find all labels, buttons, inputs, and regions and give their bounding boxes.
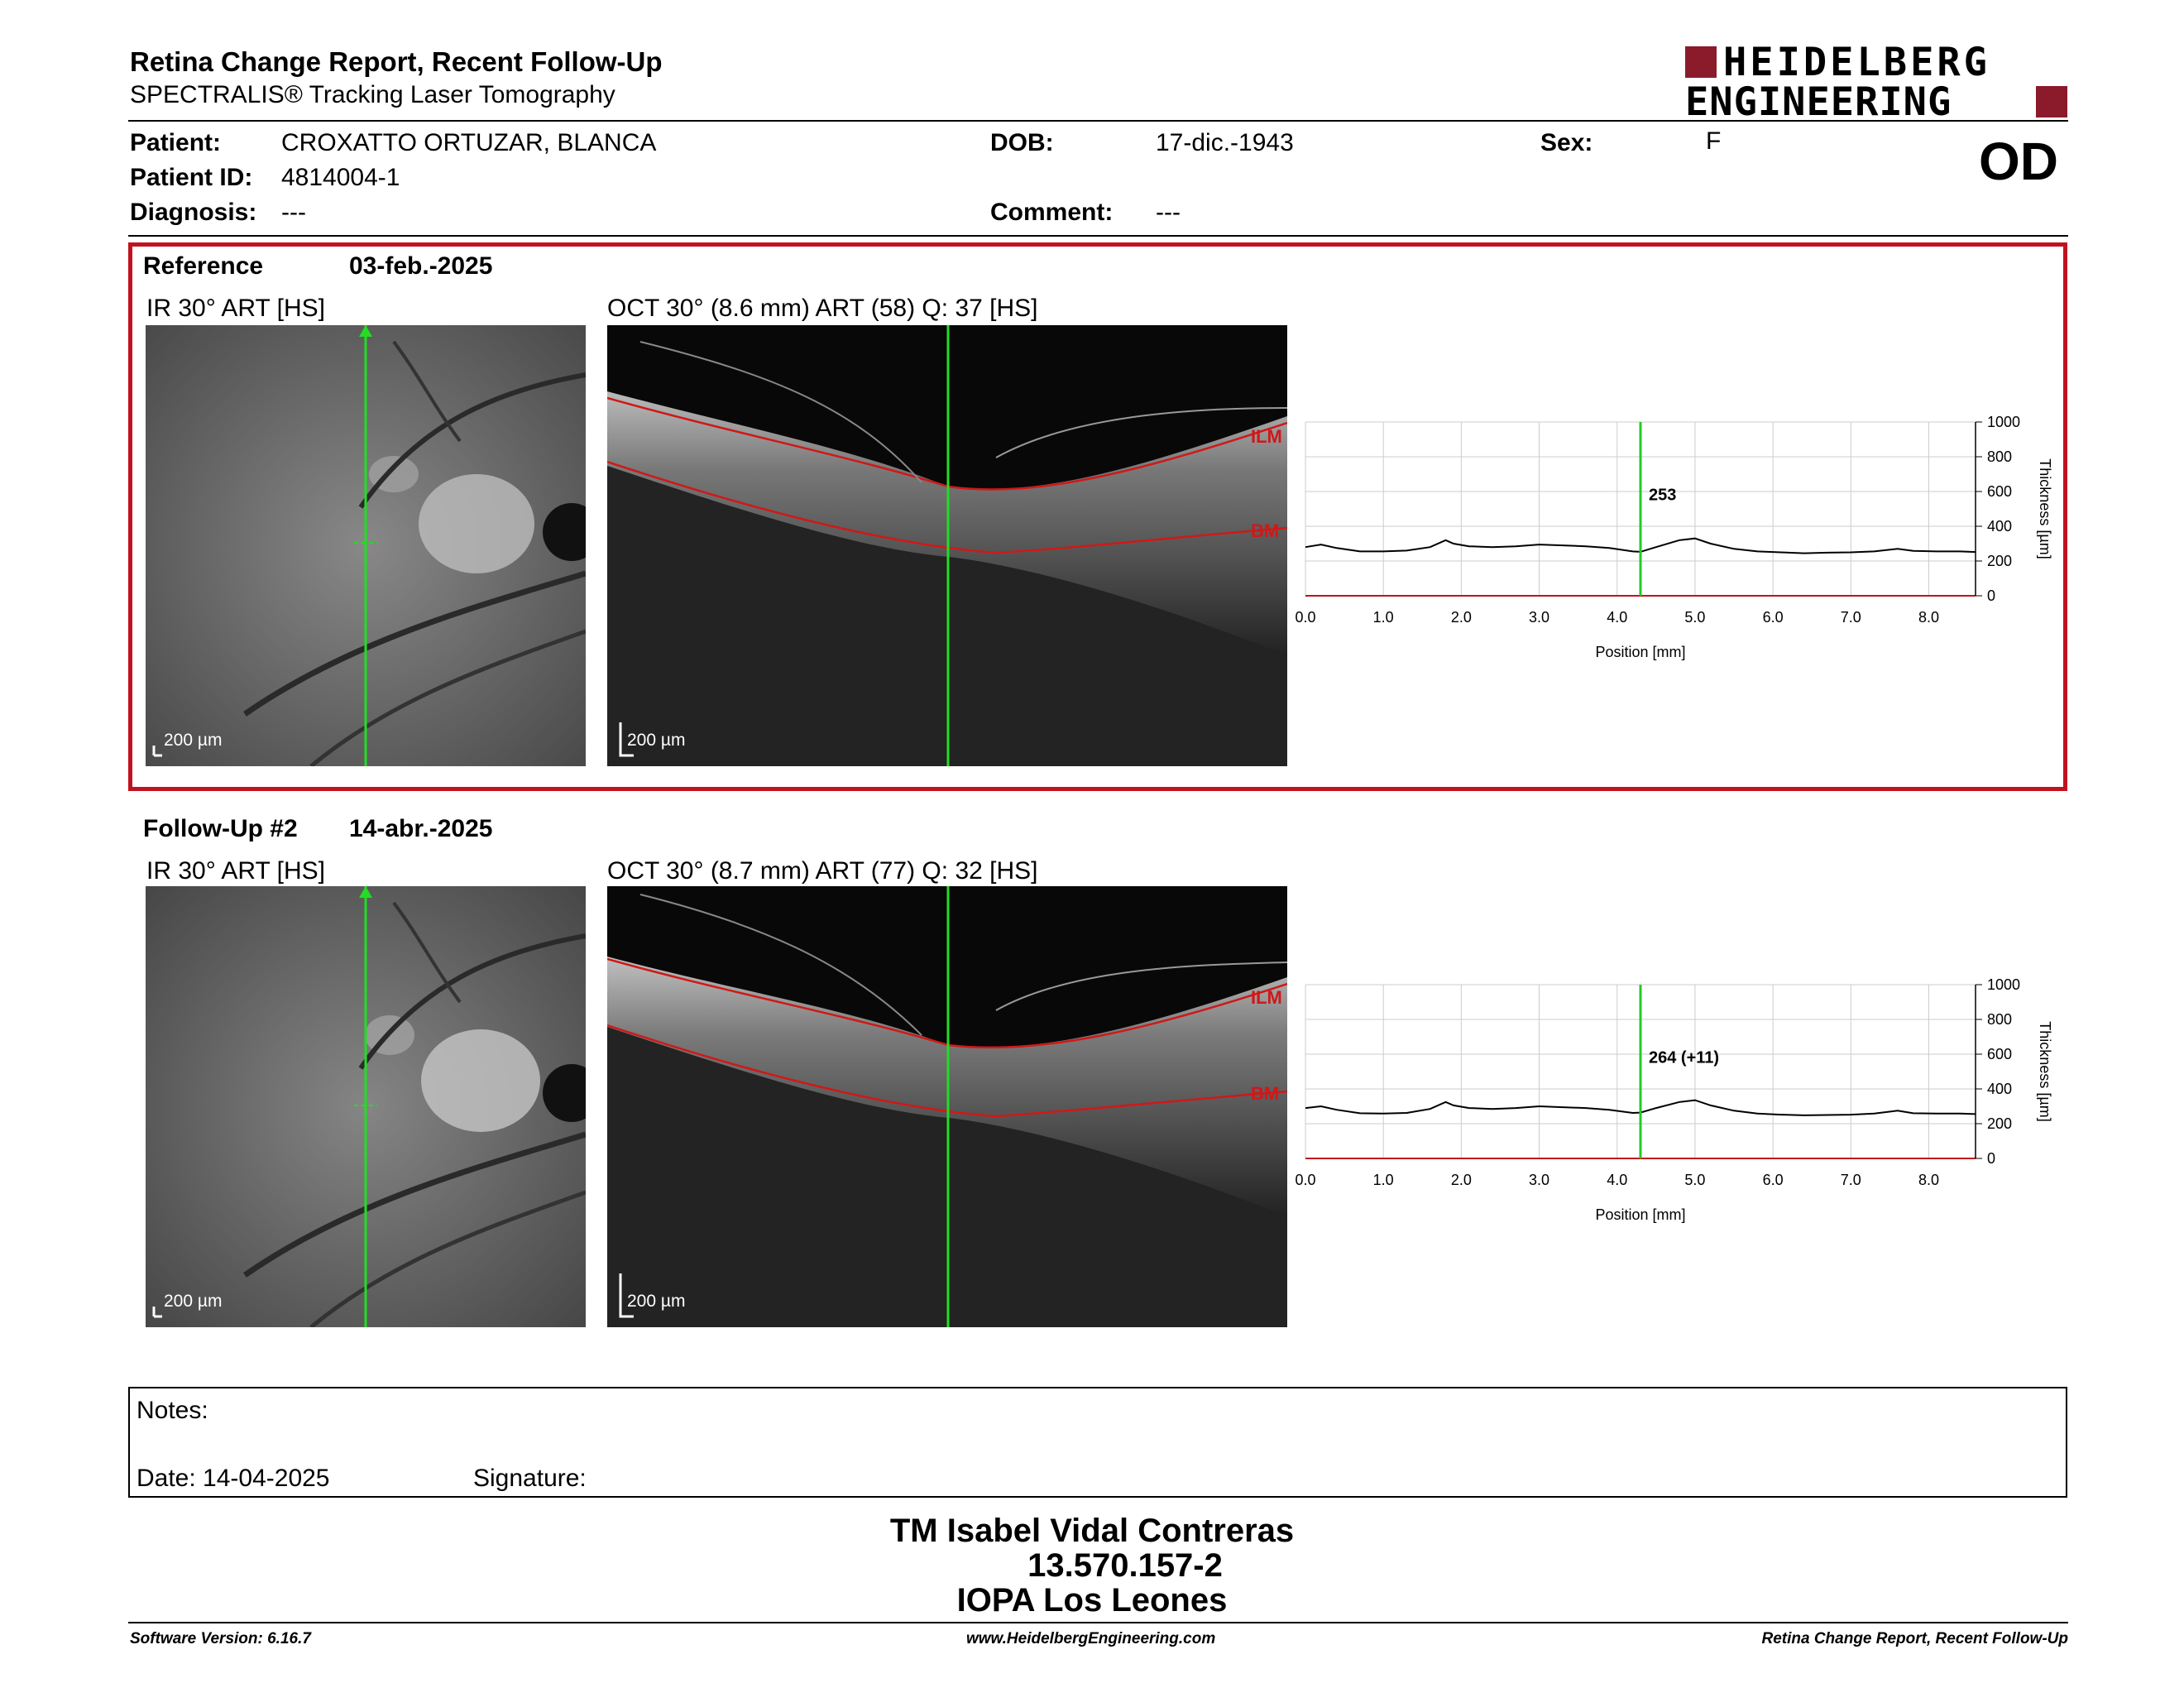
y-tick-label: 0 (1987, 1150, 1995, 1167)
heidelberg-logo: HEIDELBERG ENGINEERING (1685, 40, 2067, 125)
signer-id: 13.570.157-2 (1027, 1547, 1223, 1584)
reference-ilm-label: ILM (1251, 426, 1282, 447)
signer-name: TM Isabel Vidal Contreras (889, 1513, 1295, 1549)
x-tick-label: 3.0 (1529, 609, 1549, 626)
patient-label: Patient: (130, 129, 222, 156)
reference-label: Reference (143, 252, 264, 280)
y-tick-label: 200 (1987, 553, 2012, 569)
dob-value: 17-dic.-1943 (1156, 129, 1294, 156)
diagnosis-label: Diagnosis: (130, 199, 257, 226)
followup-bm-label: BM (1251, 1083, 1279, 1104)
notes-label: Notes: (136, 1397, 208, 1424)
patient-id: 4814004-1 (281, 164, 400, 191)
followup-oct-image: ILM BM 200 µm (607, 886, 1287, 1327)
logo-square-icon (1685, 46, 1717, 78)
report-title: Retina Change Report, Recent Follow-Up (130, 46, 663, 77)
website-link[interactable]: www.HeidelbergEngineering.com (966, 1630, 1216, 1647)
reference-oct-caption: OCT 30° (8.6 mm) ART (58) Q: 37 [HS] (607, 295, 1038, 322)
comment-value: --- (1156, 199, 1181, 226)
x-tick-label: 8.0 (1918, 609, 1939, 626)
x-tick-label: 6.0 (1763, 609, 1784, 626)
notes-date: Date: 14-04-2025 (136, 1465, 330, 1492)
sex-value: F (1706, 127, 1722, 155)
x-tick-label: 2.0 (1451, 1172, 1472, 1188)
x-axis-label: Position [mm] (1595, 1206, 1685, 1223)
patient-id-label: Patient ID: (130, 164, 253, 191)
x-tick-label: 0.0 (1295, 609, 1315, 626)
y-tick-label: 1000 (1987, 414, 2020, 430)
thickness-line (1305, 1099, 1976, 1116)
x-tick-label: 8.0 (1918, 1172, 1939, 1188)
x-tick-label: 7.0 (1841, 1172, 1861, 1188)
followup-ir-image: 200 µm (146, 886, 586, 1327)
software-version: Software Version: 6.16.7 (130, 1630, 311, 1647)
x-tick-label: 2.0 (1451, 609, 1472, 626)
thickness-line (1305, 537, 1976, 554)
footer-report-name: Retina Change Report, Recent Follow-Up (1761, 1630, 2068, 1647)
header-divider (128, 120, 2068, 122)
x-tick-label: 0.0 (1295, 1172, 1315, 1188)
x-tick-label: 3.0 (1529, 1172, 1549, 1188)
eye-indicator: OD (1979, 132, 2058, 191)
x-tick-label: 1.0 (1373, 1172, 1394, 1188)
y-tick-label: 600 (1987, 483, 2012, 500)
x-axis-label: Position [mm] (1595, 644, 1685, 660)
marker-value-label: 253 (1649, 487, 1676, 505)
y-tick-label: 200 (1987, 1115, 2012, 1132)
followup-label: Follow-Up #2 (143, 815, 298, 842)
followup-oct-caption: OCT 30° (8.7 mm) ART (77) Q: 32 [HS] (607, 857, 1038, 885)
y-tick-label: 800 (1987, 1011, 2012, 1028)
reference-oct-scale: 200 µm (627, 731, 686, 750)
notes-box: Notes: Date: 14-04-2025 Signature: (128, 1387, 2067, 1498)
signer-org: IOPA Los Leones (956, 1582, 1228, 1618)
logo-line1: HEIDELBERG (1723, 40, 1990, 85)
x-tick-label: 6.0 (1763, 1172, 1784, 1188)
reference-ir-image: 200 µm (146, 325, 586, 766)
x-tick-label: 5.0 (1684, 1172, 1705, 1188)
logo-square-icon (2036, 86, 2067, 117)
x-tick-label: 5.0 (1684, 609, 1705, 626)
y-tick-label: 800 (1987, 448, 2012, 465)
reference-box (128, 242, 2067, 791)
comment-label: Comment: (990, 199, 1114, 226)
sex-label: Sex: (1540, 129, 1593, 156)
dob-label: DOB: (990, 129, 1054, 156)
followup-ilm-label: ILM (1251, 987, 1282, 1008)
marker-value-label: 264 (+11) (1649, 1049, 1719, 1067)
followup-ir-scale: 200 µm (164, 1292, 223, 1311)
x-tick-label: 7.0 (1841, 609, 1861, 626)
footer-divider (128, 1622, 2068, 1623)
reference-ir-scale: 200 µm (164, 731, 223, 750)
x-tick-label: 1.0 (1373, 609, 1394, 626)
logo-line2: ENGINEERING (1685, 79, 1952, 125)
followup-thickness-chart: 0.0 1.0 2.0 3.0 4.0 5.0 6.0 7.0 8.0 0 200 400 600 800… (1295, 976, 2053, 1223)
y-tick-label: 400 (1987, 1081, 2012, 1097)
reference-date: 03-feb.-2025 (349, 252, 493, 280)
y-tick-label: 0 (1987, 587, 1995, 604)
reference-bm-label: BM (1251, 520, 1279, 541)
reference-thickness-chart: 0.0 1.0 2.0 3.0 4.0 5.0 6.0 7.0 8.0 0 200 400 600 800… (1295, 414, 2053, 660)
followup-oct-scale: 200 µm (627, 1292, 686, 1311)
reference-oct-image: ILM BM 200 µm (607, 325, 1287, 766)
y-tick-label: 400 (1987, 518, 2012, 535)
patient-divider (128, 235, 2068, 237)
followup-date: 14-abr.-2025 (349, 815, 493, 842)
signature-label: Signature: (473, 1465, 587, 1492)
y-axis-label: Thickness [µm] (2037, 1021, 2053, 1121)
y-tick-label: 1000 (1987, 976, 2020, 993)
x-tick-label: 4.0 (1607, 609, 1627, 626)
y-tick-label: 600 (1987, 1046, 2012, 1062)
followup-ir-caption: IR 30° ART [HS] (146, 857, 325, 885)
y-axis-label: Thickness [µm] (2037, 458, 2053, 559)
diagnosis-value: --- (281, 199, 306, 226)
x-tick-label: 4.0 (1607, 1172, 1627, 1188)
report-subtitle: SPECTRALIS® Tracking Laser Tomography (130, 81, 615, 108)
reference-ir-caption: IR 30° ART [HS] (146, 295, 325, 322)
patient-name: CROXATTO ORTUZAR, BLANCA (281, 129, 657, 156)
